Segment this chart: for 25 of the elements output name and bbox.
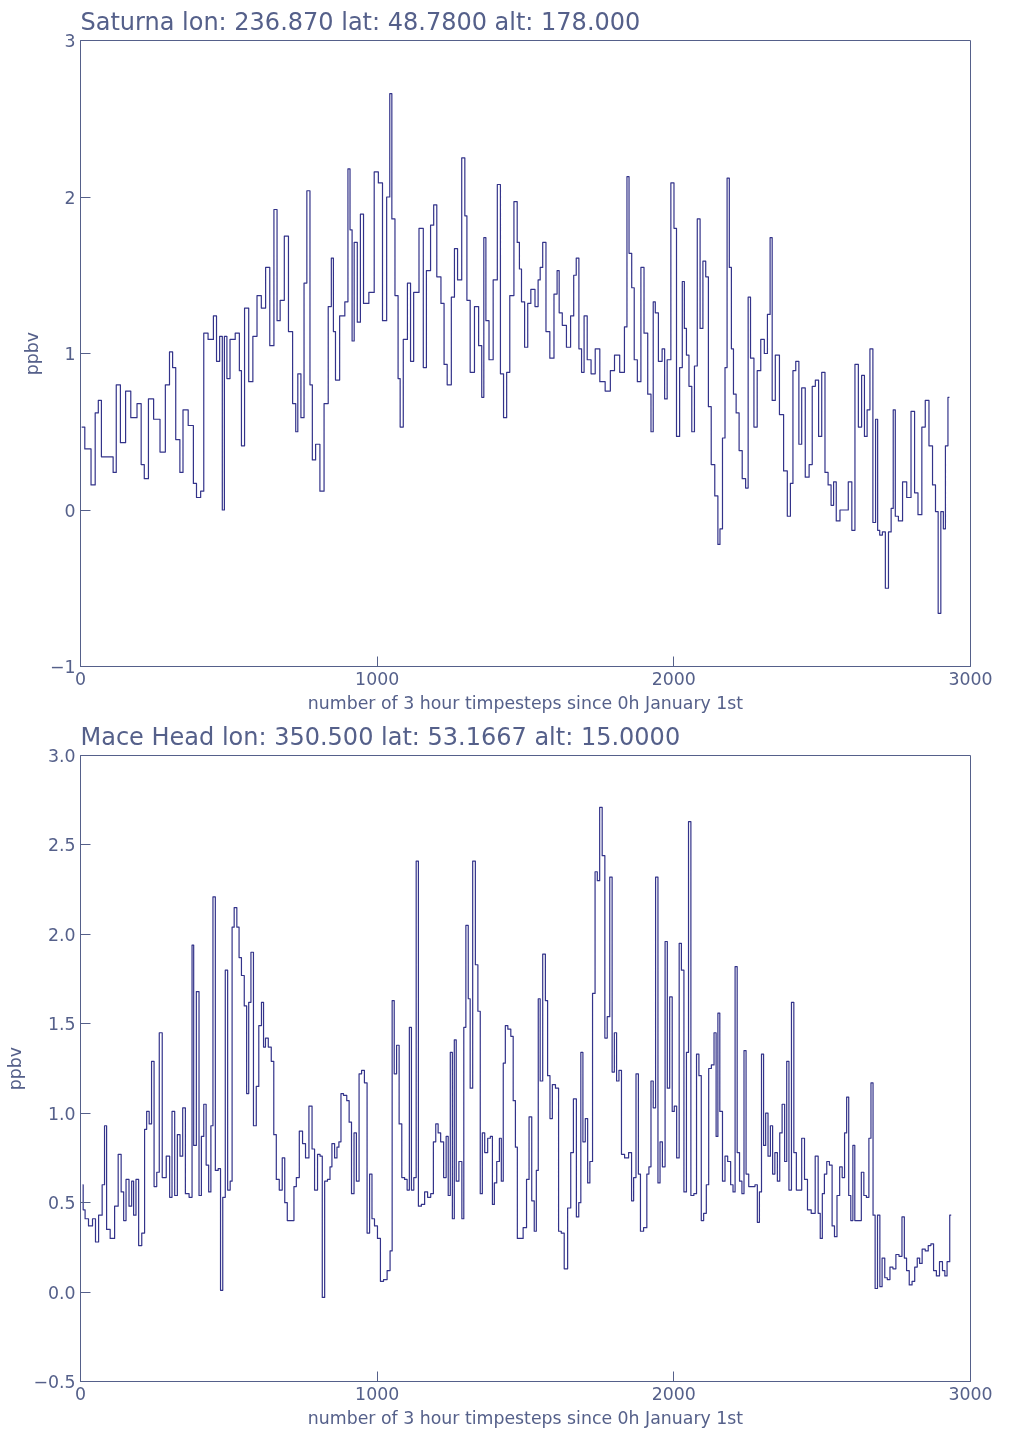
x-axis-title: number of 3 hour timpesteps since 0h January 1st bbox=[307, 1407, 744, 1428]
x-tick-label: 1000 bbox=[355, 668, 400, 689]
chart-title: Mace Head lon: 350.500 lat: 53.1667 alt: 15.0000 bbox=[80, 722, 681, 751]
x-tick-label: 3000 bbox=[948, 1383, 993, 1404]
y-tick-label: 0.0 bbox=[47, 1282, 76, 1303]
y-tick-label: 1 bbox=[64, 344, 76, 364]
x-tick-label: 2000 bbox=[651, 1383, 696, 1404]
y-tick-label: −1 bbox=[49, 657, 76, 677]
y-axis-title: ppbv bbox=[5, 1046, 26, 1091]
x-tick-label: 1000 bbox=[355, 1383, 400, 1404]
y-axis-title: ppbv bbox=[21, 331, 42, 376]
y-tick-label: 3 bbox=[64, 31, 76, 51]
y-tick-label: 2.5 bbox=[47, 835, 76, 856]
y-tick-label: 2.0 bbox=[47, 924, 76, 945]
y-tick-label: 2 bbox=[64, 187, 76, 208]
y-tick-label: 3.0 bbox=[47, 746, 76, 766]
y-tick-label: −0.5 bbox=[33, 1372, 76, 1392]
x-tick-label: 2000 bbox=[651, 668, 696, 689]
chart-title: Saturna lon: 236.870 lat: 48.7800 alt: 178.000 bbox=[80, 7, 641, 36]
y-tick-label: 1.5 bbox=[47, 1014, 76, 1035]
y-tick-label: 0.5 bbox=[47, 1193, 76, 1214]
y-tick-label: 1.0 bbox=[47, 1103, 76, 1124]
x-axis-title: number of 3 hour timpesteps since 0h January 1st bbox=[307, 692, 744, 713]
x-tick-label: 3000 bbox=[948, 668, 993, 689]
y-tick-label: 0 bbox=[64, 500, 76, 521]
